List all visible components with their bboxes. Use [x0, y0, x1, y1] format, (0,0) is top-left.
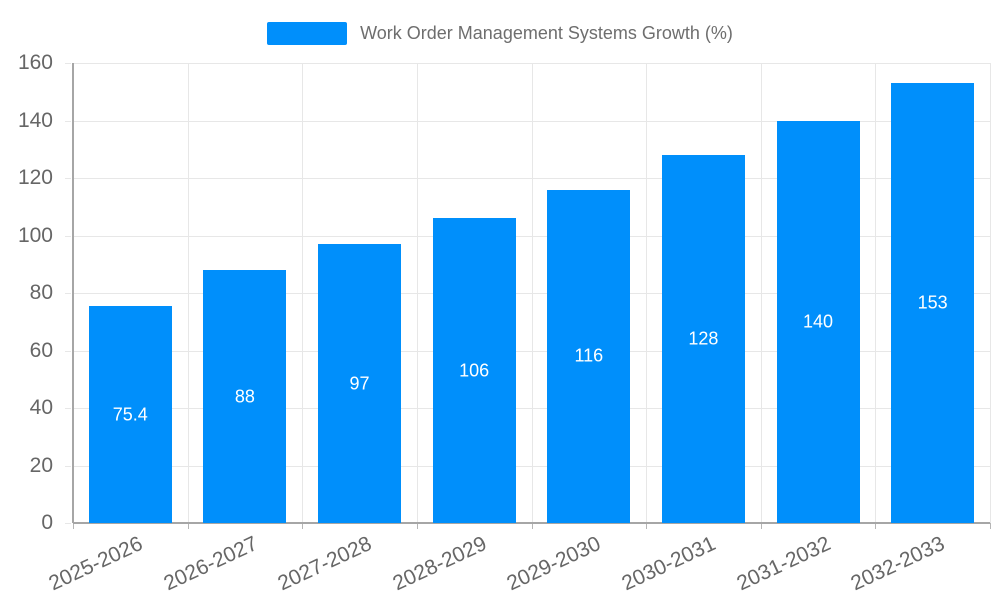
x-axis-tick: [760, 523, 762, 529]
y-axis-label: 100: [17, 223, 53, 247]
y-axis-label: 40: [29, 396, 53, 419]
y-axis-label: 120: [17, 166, 53, 189]
bar-2031-2032[interactable]: 140: [776, 120, 860, 523]
chart-legend-item[interactable]: Work Order Management Systems Growth (%): [0, 18, 1000, 48]
gridline-vertical: [990, 63, 991, 523]
bar-2025-2026[interactable]: 75.4: [88, 306, 172, 523]
bar-value-label: 153: [917, 292, 948, 313]
x-axis-tick: [187, 523, 189, 529]
bar-2026-2027[interactable]: 88: [203, 270, 287, 523]
bar-2029-2030[interactable]: 116: [547, 189, 631, 523]
bar-value-label: 75.4: [112, 404, 148, 425]
y-axis-label: 140: [17, 108, 53, 132]
x-axis-label: 2030-2031: [618, 532, 720, 596]
bar-value-label: 116: [574, 345, 604, 366]
y-axis-label: 160: [17, 51, 53, 74]
bar-value-label: 97: [349, 373, 370, 394]
gridline-vertical: [416, 63, 418, 523]
gridline-vertical: [646, 63, 648, 523]
legend-marker-swatch: [267, 21, 348, 45]
x-axis-label: 2031-2032: [733, 532, 834, 596]
bar-2027-2028[interactable]: 97: [318, 244, 402, 523]
bar-2032-2033[interactable]: 153: [891, 83, 975, 523]
y-axis-tick: [65, 235, 71, 237]
y-axis-tick: [65, 350, 71, 352]
y-axis-tick: [65, 120, 71, 122]
x-axis-tick: [990, 523, 991, 529]
x-axis-line: [73, 522, 990, 524]
y-axis-tick: [65, 408, 71, 409]
bar-2028-2029[interactable]: 106: [432, 218, 516, 523]
bar-value-label: 140: [803, 311, 834, 332]
gridline-vertical: [187, 63, 189, 523]
y-axis-line: [72, 63, 74, 523]
legend-label: Work Order Management Systems Growth (%): [360, 22, 733, 43]
x-axis-label: 2028-2029: [389, 532, 490, 596]
x-axis-label: 2025-2026: [45, 532, 147, 596]
x-axis-tick: [73, 523, 74, 529]
x-axis-tick: [302, 523, 304, 529]
y-axis-tick: [65, 293, 71, 294]
y-axis-label: 20: [29, 453, 53, 477]
y-axis-tick: [65, 178, 71, 179]
y-axis-label: 0: [41, 511, 53, 534]
y-axis-tick: [65, 465, 71, 467]
x-axis-tick: [646, 523, 648, 529]
x-axis-tick: [875, 523, 877, 529]
gridline-vertical: [875, 63, 877, 523]
x-axis-label: 2032-2033: [847, 532, 949, 596]
y-axis-tick: [65, 63, 71, 64]
gridline-vertical: [760, 63, 762, 523]
x-axis-label: 2027-2028: [274, 532, 376, 596]
y-axis-label: 80: [29, 281, 53, 304]
bar-2030-2031[interactable]: 128: [661, 155, 745, 523]
y-axis-tick: [65, 523, 71, 524]
plot-area: 0 20 40 60 80 100 120 140 160 75.4 88 97 106 116 128 14…: [18, 51, 991, 595]
y-axis-label: 60: [29, 338, 53, 362]
gridline-vertical: [531, 63, 533, 523]
x-axis-label: 2026-2027: [159, 532, 261, 596]
gridline-vertical: [302, 63, 304, 523]
bar-value-label: 106: [459, 360, 490, 381]
x-axis-tick: [416, 523, 418, 529]
bar-value-label: 88: [234, 386, 255, 406]
x-axis-tick: [531, 523, 533, 529]
x-axis-label: 2029-2030: [503, 532, 605, 596]
bar-value-label: 128: [688, 328, 719, 349]
